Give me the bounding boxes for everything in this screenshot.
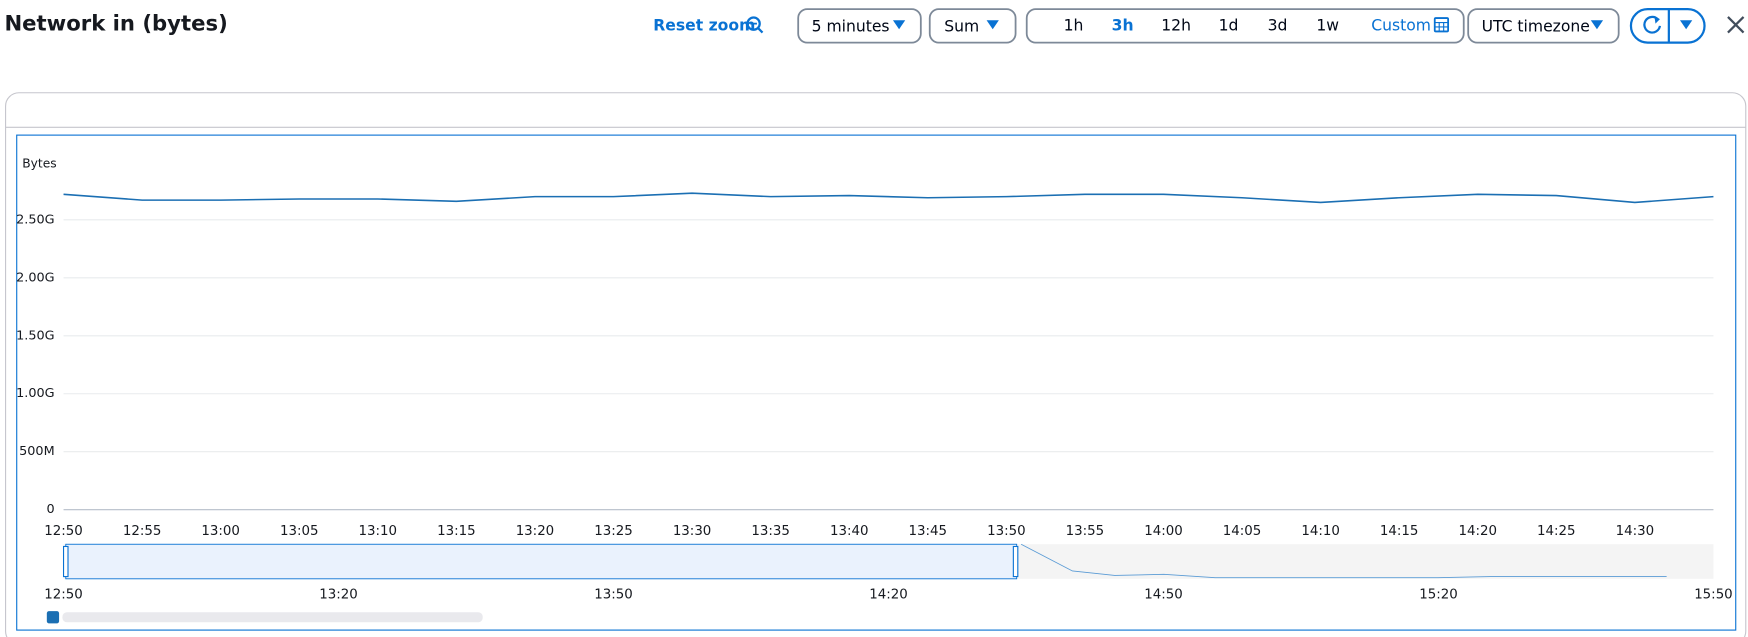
- y-tick-label: 2.50G: [16, 212, 54, 227]
- range-option[interactable]: 3d: [1268, 16, 1288, 34]
- navigator[interactable]: [62, 543, 1714, 580]
- y-tick-label: 1.00G: [16, 386, 54, 401]
- x-tick-label: 12:55: [123, 524, 162, 539]
- x-tick-label: 14:30: [1616, 524, 1655, 539]
- x-tick-label: 13:35: [751, 524, 790, 539]
- reset-zoom[interactable]: Reset zoom: [653, 16, 764, 34]
- range-option[interactable]: 1w: [1316, 16, 1339, 34]
- statistic-label: Sum: [944, 17, 979, 35]
- navigator-tick-label: 15:20: [1419, 587, 1458, 602]
- range-selector: Custom 1h 3h 12h 1d 3d 1w: [1025, 8, 1465, 44]
- navigator-tick-label: 13:20: [319, 587, 358, 602]
- series-line: [63, 192, 1714, 204]
- x-tick-label: 13:00: [201, 524, 240, 539]
- timezone-label: UTC timezone: [1482, 17, 1590, 35]
- close-button[interactable]: [1727, 16, 1745, 34]
- x-tick-label: 13:55: [1066, 524, 1105, 539]
- navigator-tick-label: 14:20: [869, 587, 908, 602]
- chart-frame: [16, 134, 1737, 631]
- y-tick-label: 2.00G: [16, 270, 54, 285]
- custom-range[interactable]: Custom: [1371, 16, 1431, 34]
- reset-zoom-label: Reset zoom: [653, 16, 755, 34]
- timezone-select[interactable]: UTC timezone: [1467, 8, 1620, 44]
- navigator-tick-label: 13:50: [594, 587, 632, 602]
- x-tick-label: 14:10: [1301, 524, 1340, 539]
- range-option[interactable]: 12h: [1161, 16, 1191, 34]
- x-tick-label: 14:15: [1380, 524, 1419, 539]
- range-option[interactable]: 1h: [1064, 16, 1084, 34]
- panel: [5, 92, 1747, 637]
- x-tick-label: 14:25: [1537, 524, 1576, 539]
- x-tick-label: 14:20: [1458, 524, 1497, 539]
- y-tick-label: 0: [46, 502, 54, 517]
- period-select[interactable]: 5 minutes: [797, 8, 922, 44]
- x-tick-label: 13:50: [987, 524, 1026, 539]
- x-tick-label: 13:20: [516, 524, 555, 539]
- x-tick-label: 13:40: [830, 524, 869, 539]
- x-tick-label: 14:05: [1223, 524, 1262, 539]
- x-tick-label: 13:25: [594, 524, 632, 539]
- x-tick-label: 13:15: [437, 524, 476, 539]
- y-axis-label: Bytes: [22, 157, 56, 171]
- x-tick-label: 13:45: [909, 524, 947, 539]
- legend: [46, 611, 483, 624]
- range-option[interactable]: 3h: [1112, 16, 1134, 34]
- period-label: 5 minutes: [812, 17, 890, 35]
- navigator-tick-label: 14:50: [1144, 587, 1183, 602]
- y-tick-label: 1.50G: [16, 328, 54, 343]
- title: Network in (bytes): [4, 11, 227, 36]
- statistic-select[interactable]: Sum: [928, 8, 1017, 44]
- range-option[interactable]: 1d: [1219, 16, 1239, 34]
- navigator-tick-label: 15:50: [1694, 587, 1733, 602]
- x-tick-label: 13:10: [359, 524, 398, 539]
- y-tick-label: 500M: [19, 444, 55, 459]
- navigator-tick-label: 12:50: [44, 587, 83, 602]
- x-tick-label: 13:30: [673, 524, 712, 539]
- refresh-button[interactable]: [1629, 8, 1706, 44]
- x-tick-label: 13:05: [280, 524, 318, 539]
- x-tick-label: 14:00: [1144, 524, 1183, 539]
- x-tick-label: 12:50: [44, 524, 83, 539]
